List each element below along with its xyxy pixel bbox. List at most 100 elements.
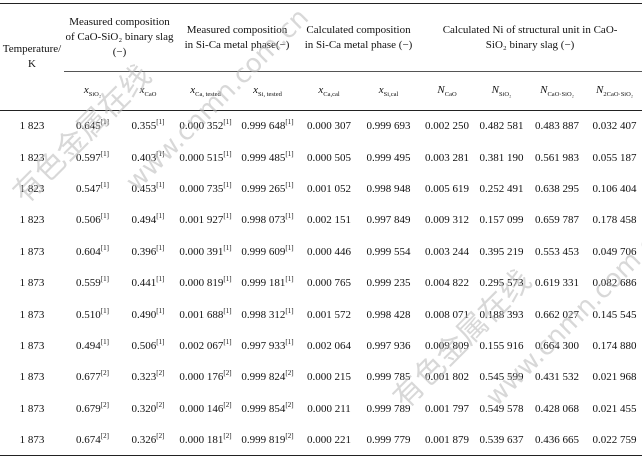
reference-marker: [1] (285, 118, 294, 127)
reference-marker: [1] (223, 180, 232, 189)
table-cell: 0.549 578 (479, 402, 524, 415)
table-cell: 0.000 515[1] (179, 149, 232, 164)
table-cell: 0.004 822 (425, 277, 470, 290)
reference-marker: [2] (285, 369, 294, 378)
table-cell: 0.506[1] (131, 337, 165, 352)
table-row: 1 873 0.604[1] 0.396[1] 0.000 391[1] 0.999 6… (0, 236, 642, 267)
table-cell: 0.679[2] (76, 400, 109, 415)
table-cell: 0.000 819[1] (179, 275, 232, 290)
table-cell: 0.001 797 (425, 402, 470, 415)
reference-marker: [2] (285, 400, 294, 409)
table-cell: 0.999 235 (366, 277, 411, 290)
subheader-row: xSiO₂ xCaO xCa, tested xSi, tested xCa,cal xS… (0, 71, 642, 111)
reference-marker: [1] (223, 243, 232, 252)
table-row: 1 823 0.597[1] 0.403[1] 0.000 515[1] 0.999 4… (0, 142, 642, 173)
table-cell: 0.381 190 (479, 151, 524, 164)
table-cell: 0.441[1] (131, 275, 165, 290)
reference-marker: [2] (223, 369, 232, 378)
table-cell: 0.662 027 (535, 308, 580, 321)
table-cell: 0.510[1] (76, 306, 109, 321)
table-cell: 0.999 824[2] (241, 369, 294, 384)
table-cell: 0.396[1] (131, 243, 165, 258)
table-cell: 0.999 785 (366, 371, 411, 384)
table-cell: 1 873 (19, 245, 45, 258)
table-cell: 0.032 407 (592, 120, 637, 133)
table-cell: 0.000 146[2] (179, 400, 232, 415)
header-measured-binary: Measured composition of CaO-SiO₂ binary … (64, 3, 175, 72)
table-cell: 0.997 933[1] (241, 337, 294, 352)
reference-marker: [2] (223, 400, 232, 409)
reference-marker: [1] (285, 243, 294, 252)
reference-marker: [1] (223, 275, 232, 284)
reference-marker: [1] (156, 149, 165, 158)
table-cell: 0.619 331 (535, 277, 580, 290)
table-body: 1 823 0.645[1] 0.355[1] 0.000 352[1] 0.999 6… (0, 111, 642, 456)
table-cell: 0.000 215 (307, 371, 352, 384)
table-cell: 0.553 453 (535, 245, 580, 258)
reference-marker: [1] (100, 306, 109, 315)
reference-marker: [1] (156, 180, 165, 189)
reference-marker: [2] (100, 369, 109, 378)
table-cell: 0.008 071 (425, 308, 470, 321)
table-cell: 0.001 802 (425, 371, 470, 384)
table-cell: 0.431 532 (535, 371, 580, 384)
table-row: 1 873 0.679[2] 0.320[2] 0.000 146[2] 0.999 8… (0, 393, 642, 424)
reference-marker: [1] (156, 275, 165, 284)
table-cell: 0.539 637 (476, 424, 528, 456)
table-cell: 0.157 099 (479, 214, 524, 227)
header-calculated-metal: Calculated composition in Si-Ca metal ph… (299, 3, 419, 72)
table-cell: 0.000 352[1] (179, 118, 232, 133)
table-cell: 0.999 265[1] (241, 180, 294, 195)
table-cell: 0.001 572 (307, 308, 352, 321)
table-cell: 0.005 619 (425, 182, 470, 195)
column-header: xSi,cal (359, 71, 419, 111)
column-header: N2CaO·SiO₂ (587, 71, 642, 111)
table-cell: 0.001 927[1] (179, 212, 232, 227)
table-cell: 0.022 759 (587, 424, 642, 456)
column-header: xCa,cal (299, 71, 360, 111)
reference-marker: [1] (285, 306, 294, 315)
table-cell: 0.002 250 (425, 120, 470, 133)
table-cell: 0.547[1] (76, 180, 109, 195)
table-cell: 0.645[1] (76, 118, 109, 133)
table-cell: 0.559[1] (76, 275, 109, 290)
table-cell: 0.998 073[1] (241, 212, 294, 227)
reference-marker: [1] (223, 212, 232, 221)
table-cell: 0.997 936 (366, 339, 411, 352)
table-cell: 0.106 404 (592, 182, 637, 195)
table-cell: 0.000 505 (307, 151, 352, 164)
table-row: 1 873 0.510[1] 0.490[1] 0.001 688[1] 0.998 3… (0, 299, 642, 330)
table-cell: 0.674[2] (64, 424, 121, 456)
reference-marker: [1] (100, 275, 109, 284)
table-cell: 0.999 819[2] (236, 424, 300, 456)
table-cell: 0.494[1] (76, 337, 109, 352)
table-row: 1 873 0.559[1] 0.441[1] 0.000 819[1] 0.999 1… (0, 267, 642, 298)
table-cell: 0.999 789 (366, 402, 411, 415)
table-cell: 0.003 281 (425, 151, 470, 164)
reference-marker: [1] (156, 243, 165, 252)
table-cell: 0.001 688[1] (179, 306, 232, 321)
reference-marker: [1] (156, 212, 165, 221)
reference-marker: [2] (156, 400, 165, 409)
column-header: xSi, tested (236, 71, 300, 111)
reference-marker: [2] (223, 431, 232, 440)
reference-marker: [2] (100, 431, 109, 440)
table-cell: 0.002 064 (307, 339, 352, 352)
reference-marker: [1] (223, 337, 232, 346)
table-cell: 0.000 391[1] (179, 243, 232, 258)
reference-marker: [1] (100, 180, 109, 189)
reference-marker: [1] (156, 118, 165, 127)
table-cell: 0.999 495 (366, 151, 411, 164)
table-cell: 0.395 219 (479, 245, 524, 258)
table-cell: 0.999 779 (359, 424, 419, 456)
reference-marker: [1] (156, 306, 165, 315)
table-cell: 0.999 648[1] (241, 118, 294, 133)
table-cell: 0.997 849 (366, 214, 411, 227)
table-cell: 0.000 176[2] (179, 369, 232, 384)
table-row: 1 873 0.494[1] 0.506[1] 0.002 067[1] 0.997 9… (0, 330, 642, 361)
table-cell: 0.021 455 (592, 402, 637, 415)
table-cell: 0.021 968 (592, 371, 637, 384)
table-cell: 0.998 428 (366, 308, 411, 321)
column-header: xCa, tested (175, 71, 236, 111)
column-header: NCaO·SiO₂ (527, 71, 588, 111)
